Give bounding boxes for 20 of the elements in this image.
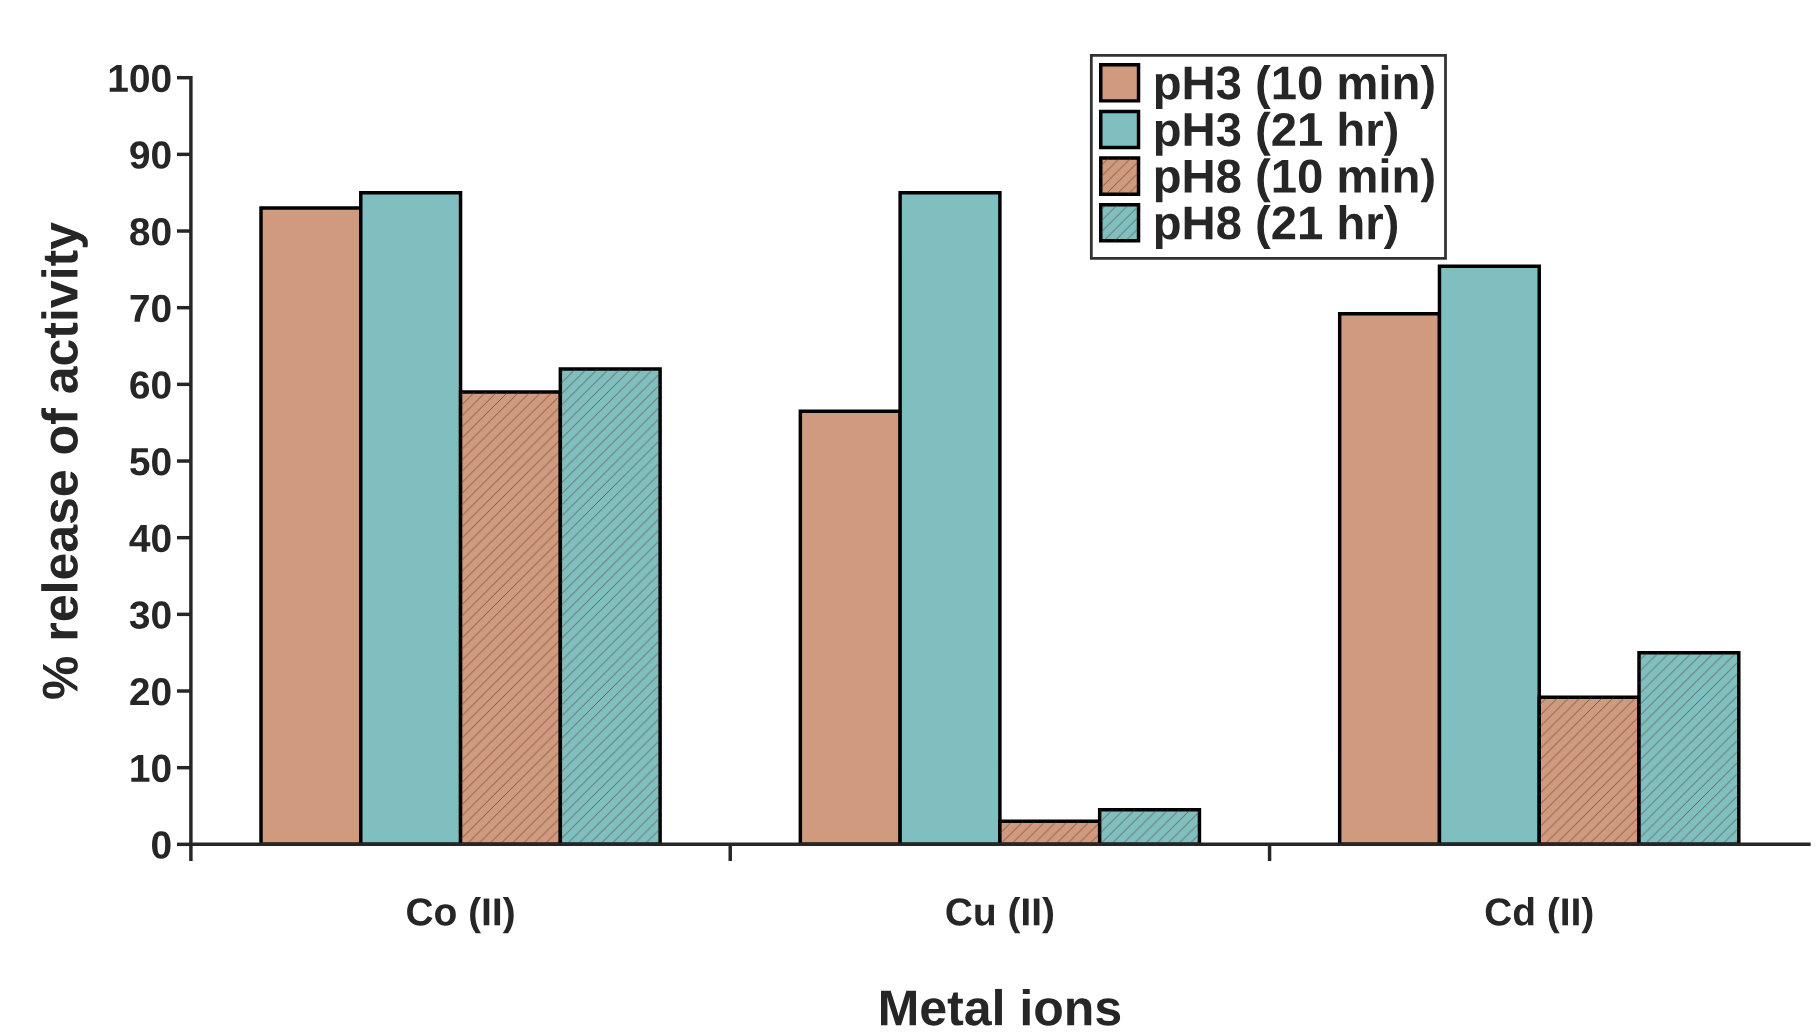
y-tick-label: 0 xyxy=(152,831,171,859)
y-tick-label: 30 xyxy=(129,601,171,629)
x-tick-label: Cd (II) xyxy=(1485,897,1593,934)
legend-label: pH8 (21 hr) xyxy=(1155,204,1398,249)
legend-label: pH3 (21 hr) xyxy=(1155,111,1398,156)
y-tick-label: 100 xyxy=(109,64,171,93)
y-tick-label: 90 xyxy=(130,141,171,169)
x-tick-label: Cu (II) xyxy=(946,897,1054,934)
y-tick-label: 40 xyxy=(129,524,171,553)
x-tick-label: Co (II) xyxy=(407,897,514,934)
legend-label: pH3 (10 min) xyxy=(1155,65,1434,110)
y-tick-label: 70 xyxy=(130,294,171,323)
legend-label: pH8 (10 min) xyxy=(1155,158,1434,203)
y-axis-title: % release of activity xyxy=(41,222,88,699)
y-tick-label: 60 xyxy=(130,371,171,399)
x-axis-title: Metal ions xyxy=(881,988,1121,1026)
y-tick-label: 50 xyxy=(130,447,171,476)
y-tick-label: 80 xyxy=(130,217,171,246)
y-tick-label: 10 xyxy=(131,754,171,783)
y-tick-label: 20 xyxy=(130,677,171,706)
